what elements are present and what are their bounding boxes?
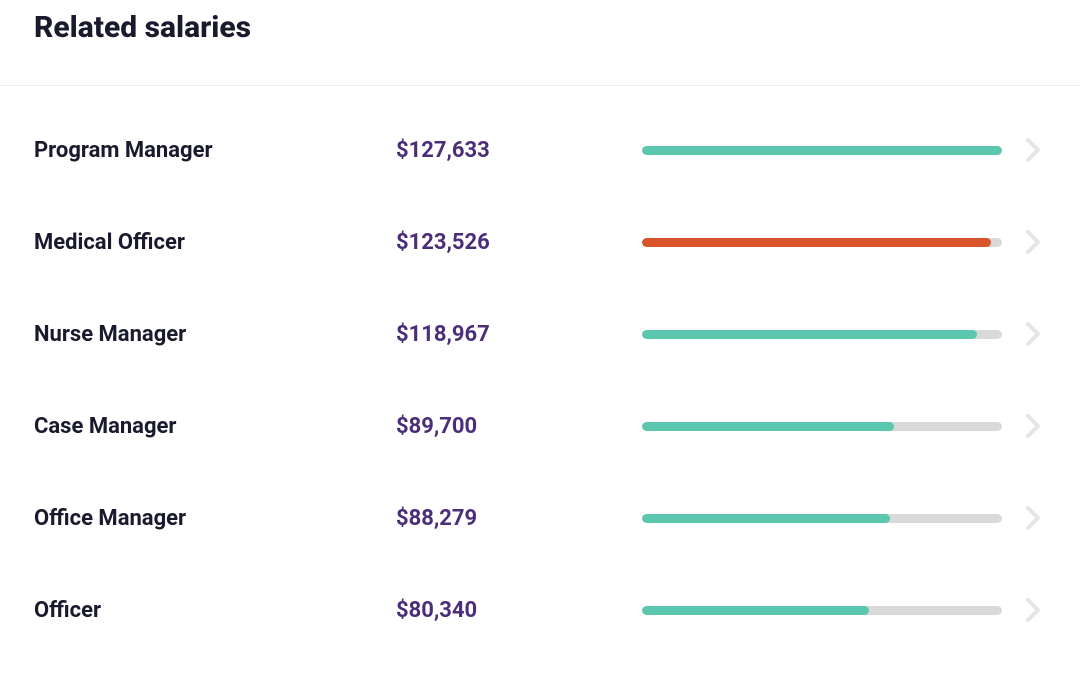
- salary-row[interactable]: Program Manager$127,633: [34, 104, 1046, 196]
- chevron-right-icon: [1024, 136, 1042, 164]
- salary-row[interactable]: Case Manager$89,700: [34, 380, 1046, 472]
- row-arrow: [1002, 228, 1046, 256]
- chevron-right-icon: [1024, 412, 1042, 440]
- salary-bar: [642, 238, 1002, 247]
- salary-value: $89,700: [396, 414, 642, 439]
- salary-bar: [642, 330, 1002, 339]
- salary-bar: [642, 514, 1002, 523]
- row-arrow: [1002, 596, 1046, 624]
- salary-row[interactable]: Office Manager$88,279: [34, 472, 1046, 564]
- row-arrow: [1002, 504, 1046, 532]
- bar-fill: [642, 238, 991, 247]
- bar-track: [642, 514, 1002, 523]
- bar-track: [642, 238, 1002, 247]
- bar-fill: [642, 330, 977, 339]
- salary-bar: [642, 606, 1002, 615]
- job-title: Case Manager: [34, 414, 396, 439]
- bar-fill: [642, 514, 890, 523]
- chevron-right-icon: [1024, 228, 1042, 256]
- row-arrow: [1002, 412, 1046, 440]
- bar-track: [642, 422, 1002, 431]
- job-title: Medical Officer: [34, 230, 396, 255]
- bar-track: [642, 606, 1002, 615]
- row-arrow: [1002, 136, 1046, 164]
- salary-value: $123,526: [396, 230, 642, 255]
- salary-value: $127,633: [396, 138, 642, 163]
- salary-row[interactable]: Officer$80,340: [34, 564, 1046, 656]
- chevron-right-icon: [1024, 320, 1042, 348]
- salary-value: $88,279: [396, 506, 642, 531]
- bar-fill: [642, 146, 1002, 155]
- chevron-right-icon: [1024, 504, 1042, 532]
- job-title: Office Manager: [34, 506, 396, 531]
- salary-list: Program Manager$127,633Medical Officer$1…: [34, 104, 1046, 656]
- job-title: Officer: [34, 598, 396, 623]
- salary-value: $80,340: [396, 598, 642, 623]
- bar-track: [642, 330, 1002, 339]
- salary-bar: [642, 146, 1002, 155]
- salary-row[interactable]: Nurse Manager$118,967: [34, 288, 1046, 380]
- job-title: Program Manager: [34, 138, 396, 163]
- bar-fill: [642, 606, 869, 615]
- row-arrow: [1002, 320, 1046, 348]
- bar-track: [642, 146, 1002, 155]
- job-title: Nurse Manager: [34, 322, 396, 347]
- bar-fill: [642, 422, 894, 431]
- section-title: Related salaries: [34, 0, 1046, 85]
- salary-bar: [642, 422, 1002, 431]
- section-divider: [0, 85, 1080, 86]
- salary-row[interactable]: Medical Officer$123,526: [34, 196, 1046, 288]
- chevron-right-icon: [1024, 596, 1042, 624]
- salary-value: $118,967: [396, 322, 642, 347]
